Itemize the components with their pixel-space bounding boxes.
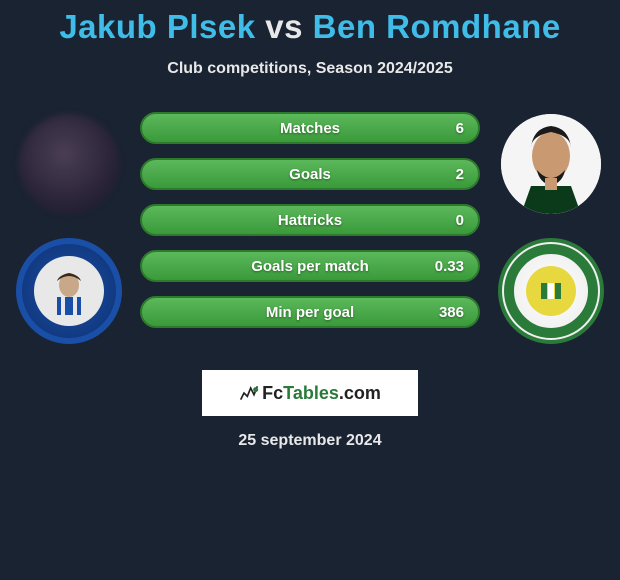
stat-right-value: 6: [444, 120, 464, 137]
stat-right-value: 2: [444, 166, 464, 183]
stat-bar-matches: Matches 6: [140, 112, 480, 144]
stat-right-value: 0.33: [435, 258, 464, 275]
title-vs: vs: [265, 8, 303, 45]
stat-bar-gpm: Goals per match 0.33: [140, 250, 480, 282]
stat-bar-hattricks: Hattricks 0: [140, 204, 480, 236]
stat-label: Min per goal: [266, 304, 354, 321]
stat-label: Goals: [289, 166, 331, 183]
stat-bar-mpg: Min per goal 386: [140, 296, 480, 328]
brand-text-c: .com: [339, 383, 381, 403]
brand-text-b: Tables: [283, 383, 339, 403]
date-text: 25 september 2024: [238, 432, 381, 450]
stat-label: Hattricks: [278, 212, 342, 229]
title-player1: Jakub Plsek: [59, 8, 255, 45]
comparison-card: Jakub Plsek vs Ben Romdhane Club competi…: [0, 0, 620, 450]
stats-area: Matches 6 Goals 2 Hattricks 0 Goals per …: [0, 112, 620, 344]
player1-avatar: [19, 114, 119, 214]
right-column: [496, 112, 606, 344]
club-left-icon: [39, 261, 99, 321]
page-title: Jakub Plsek vs Ben Romdhane: [0, 8, 620, 46]
brand-box: FcTables.com: [202, 370, 418, 416]
player2-portrait-icon: [501, 114, 601, 214]
player2-club-badge: [498, 238, 604, 344]
stat-label: Matches: [280, 120, 340, 137]
brand-text: FcTables.com: [262, 383, 381, 404]
brand-logo-icon: [239, 383, 259, 403]
stat-bar-goals: Goals 2: [140, 158, 480, 190]
stat-right-value: 0: [444, 212, 464, 229]
player2-avatar: [501, 114, 601, 214]
footer: FcTables.com 25 september 2024: [0, 370, 620, 450]
left-column: [14, 112, 124, 344]
stat-right-value: 386: [439, 304, 464, 321]
subtitle: Club competitions, Season 2024/2025: [0, 60, 620, 78]
brand-text-a: Fc: [262, 383, 283, 403]
player1-club-badge: [16, 238, 122, 344]
stat-bars: Matches 6 Goals 2 Hattricks 0 Goals per …: [140, 112, 480, 328]
stat-label: Goals per match: [251, 258, 369, 275]
title-player2: Ben Romdhane: [313, 8, 561, 45]
